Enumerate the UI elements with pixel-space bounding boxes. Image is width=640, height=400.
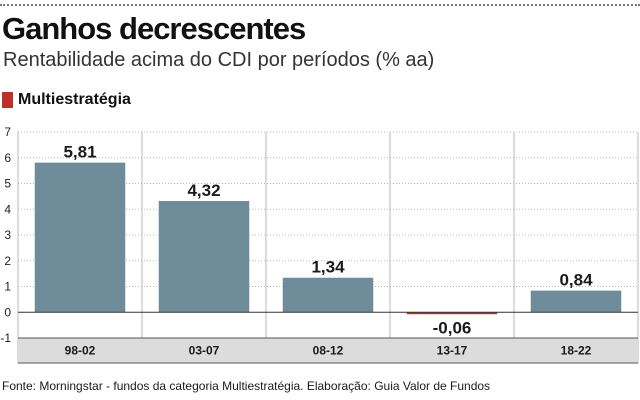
chart-subtitle: Rentabilidade acima do CDI por períodos …	[3, 49, 435, 71]
top-dotted-rule	[0, 4, 640, 6]
legend: Multiestratégia	[2, 91, 131, 109]
bar-08-12	[282, 277, 374, 313]
y-tick-label: 2	[4, 254, 11, 268]
bar-chart: -1 0 1 2 3 4 5 6 7 5,81 98-02 4,32 03-07 1,34 08-12 -0,…	[0, 125, 639, 364]
bar-03-07	[158, 201, 250, 313]
y-tick-label: 3	[4, 228, 11, 242]
y-tick-label: 4	[4, 202, 11, 216]
bar-98-02	[34, 162, 126, 313]
legend-label: Multiestratégia	[18, 91, 131, 108]
y-tick-label: 6	[4, 151, 11, 165]
y-tick-label: 1	[4, 280, 11, 294]
bar-13-17	[406, 312, 498, 315]
bar-18-22	[530, 290, 622, 313]
data-label-13-17: -0,06	[433, 318, 472, 337]
chart-title: Ganhos decrescentes	[2, 11, 306, 46]
y-tick-label: 0	[4, 305, 11, 319]
x-tick-label-03-07: 03-07	[189, 344, 220, 358]
y-tick-label: 5	[4, 177, 11, 191]
data-label-18-22: 0,84	[559, 271, 593, 290]
x-tick-label-98-02: 98-02	[65, 344, 96, 358]
x-tick-label-13-17: 13-17	[437, 344, 468, 358]
x-tick-label-08-12: 08-12	[313, 344, 344, 358]
category-band	[18, 338, 638, 363]
data-label-08-12: 1,34	[311, 258, 345, 277]
x-tick-label-18-22: 18-22	[561, 344, 592, 358]
y-tick-label: -1	[0, 331, 11, 345]
data-label-98-02: 5,81	[63, 143, 96, 162]
legend-swatch	[2, 92, 13, 108]
y-tick-label: 7	[4, 125, 11, 139]
data-label-03-07: 4,32	[187, 181, 220, 200]
source-note: Fonte: Morningstar - fundos da categoria…	[2, 379, 491, 393]
